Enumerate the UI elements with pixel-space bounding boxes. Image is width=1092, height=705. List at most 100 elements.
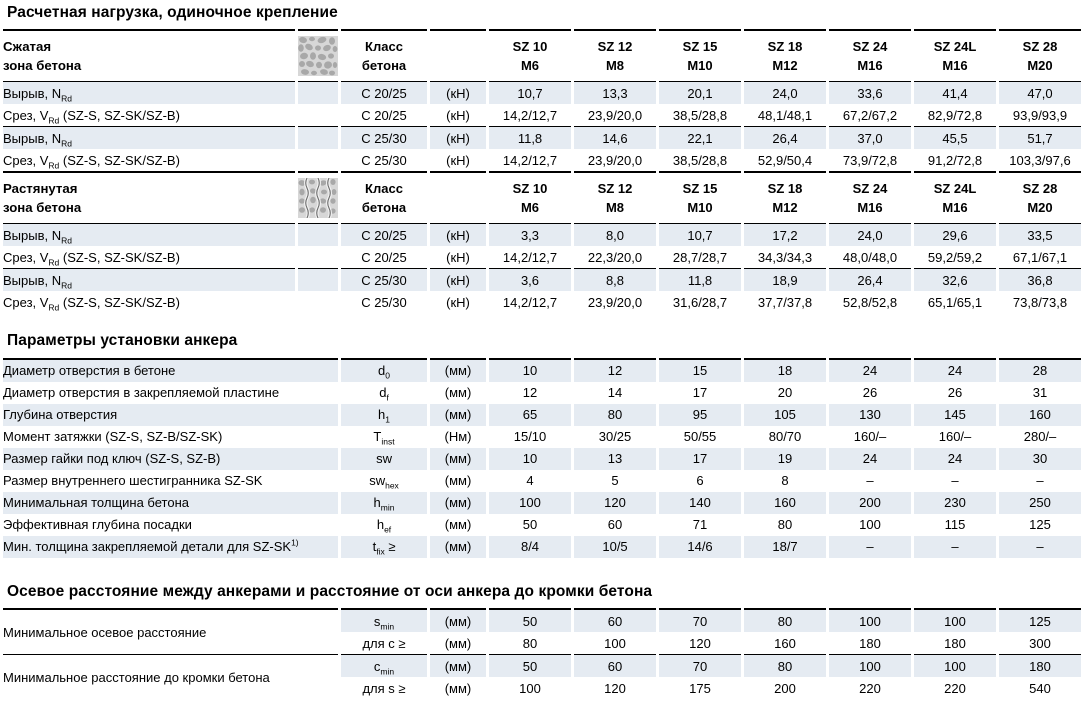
value-cell: 23,9/20,0 xyxy=(587,107,643,123)
value-cell: 71 xyxy=(692,517,708,533)
value-cell: 24,0 xyxy=(829,224,911,247)
section-title-load: Расчетная нагрузка, одиночное крепление xyxy=(7,4,338,21)
zone-label-line: Растянутая xyxy=(3,180,78,196)
install-table-body: Диаметр отверстия в бетоне d0 (мм) 10 12 15 18… xyxy=(3,357,1082,558)
value-cell: 120 xyxy=(689,635,711,651)
value-cell: 22,1 xyxy=(659,126,741,150)
value-cell: 540 xyxy=(1029,680,1051,696)
model-label: SZ 28 xyxy=(1022,180,1058,196)
value-cell: 160 xyxy=(744,491,827,514)
value-cell: 23,9/20,0 xyxy=(587,294,643,310)
row-label: Срез, VRd (SZ-S, SZ-SK/SZ-B) xyxy=(3,294,180,313)
thread-label: M20 xyxy=(1027,200,1053,216)
value-cell: 18/7 xyxy=(744,535,827,558)
symbol-cell: df xyxy=(379,385,389,403)
value-cell: 5 xyxy=(611,473,619,489)
unit-cell: (мм) xyxy=(430,447,487,470)
model-label: SZ 18 xyxy=(767,180,803,196)
unit-cell: (мм) xyxy=(430,608,486,633)
symbol-cell: cmin xyxy=(341,654,427,678)
value-cell: 14,2/12,7 xyxy=(502,249,558,265)
value-cell: 20 xyxy=(777,385,793,401)
table-row: Мин. толщина закрепляемой детали для SZ-… xyxy=(3,535,1082,558)
zone-header-row: Растянутая зона бетона Класс бетона SZ 10 M6 S… xyxy=(3,171,1081,225)
row-label: Диаметр отверстия в закрепляемой пластин… xyxy=(3,385,280,401)
value-cell: 50/55 xyxy=(683,429,717,445)
value-cell: – xyxy=(914,535,997,558)
section-title-install: Параметры установки анкера xyxy=(7,332,238,350)
value-cell: 60 xyxy=(574,608,656,633)
value-cell: 160 xyxy=(774,635,796,651)
value-cell: 280/– xyxy=(1023,429,1057,445)
load-table-body: Сжатая зона бетона Класс бетона SZ 10 M6 SZ 12… xyxy=(3,29,1081,313)
value-cell: 70 xyxy=(659,608,741,633)
value-cell: 130 xyxy=(829,403,912,426)
value-cell: 14,2/12,7 xyxy=(502,294,558,310)
unit-cell: (кН) xyxy=(446,152,470,168)
row-label: Срез, VRd (SZ-S, SZ-SK/SZ-B) xyxy=(3,152,180,171)
value-cell: 10/5 xyxy=(574,535,657,558)
value-cell: 59,2/59,2 xyxy=(927,249,983,265)
value-cell: 120 xyxy=(604,680,626,696)
symbol-cell: для s ≥ xyxy=(362,680,406,696)
column-header: SZ 18 M12 xyxy=(744,171,826,225)
class-header-line: Класс xyxy=(365,38,403,54)
unit-cell: (мм) xyxy=(430,357,487,382)
table-row: Срез, VRd (SZ-S, SZ-SK/SZ-B) C 25/30 (кН) 1… xyxy=(3,149,1081,171)
value-cell: 230 xyxy=(914,491,997,514)
unit-cell: (мм) xyxy=(444,517,472,533)
value-cell: 67,1/67,1 xyxy=(1012,249,1068,265)
model-label: SZ 15 xyxy=(682,180,718,196)
column-header: SZ 24L M16 xyxy=(914,171,996,225)
concrete-class-cell: C 20/25 xyxy=(361,107,407,123)
thread-label: M16 xyxy=(942,58,968,74)
value-cell: 11,8 xyxy=(489,126,571,150)
value-cell: 4 xyxy=(526,473,534,489)
value-cell: 65,1/65,1 xyxy=(927,294,983,310)
table-row: Минимальное осевое расстояние smin (мм) 50 6… xyxy=(3,608,1081,655)
value-cell: 220 xyxy=(944,680,966,696)
value-cell: 26,4 xyxy=(829,268,911,292)
model-label: SZ 10 xyxy=(512,38,548,54)
value-cell: 82,9/72,8 xyxy=(927,107,983,123)
value-cell: 50 xyxy=(489,654,571,678)
model-label: SZ 12 xyxy=(597,38,633,54)
value-cell: 48,0/48,0 xyxy=(842,249,898,265)
value-cell: 180 xyxy=(999,654,1081,678)
value-cell: 67,2/67,2 xyxy=(842,107,898,123)
thread-label: M12 xyxy=(772,58,798,74)
concrete-class-cell: C 25/30 xyxy=(341,126,427,150)
value-cell: 15 xyxy=(659,357,742,382)
value-cell: 14,2/12,7 xyxy=(502,152,558,168)
value-cell: 120 xyxy=(574,491,657,514)
icon-spacer-cell xyxy=(298,224,338,247)
value-cell: – xyxy=(829,535,912,558)
value-cell: 100 xyxy=(829,654,911,678)
class-header-cell: Класс бетона xyxy=(341,171,427,225)
row-label: Вырыв, NRd xyxy=(3,268,295,292)
column-header: SZ 12 M8 xyxy=(574,29,656,83)
model-label: SZ 18 xyxy=(767,38,803,54)
row-label: Размер гайки под ключ (SZ-S, SZ-B) xyxy=(3,447,339,470)
value-cell: 30 xyxy=(999,447,1082,470)
value-cell: 80 xyxy=(744,654,826,678)
table-row: Размер гайки под ключ (SZ-S, SZ-B) sw (мм)… xyxy=(3,447,1082,470)
zone-header-row: Сжатая зона бетона Класс бетона SZ 10 M6 SZ 12… xyxy=(3,29,1081,83)
value-cell: 80 xyxy=(522,635,538,651)
value-cell: 47,0 xyxy=(999,82,1081,105)
value-cell: 100 xyxy=(604,635,626,651)
value-cell: 22,3/20,0 xyxy=(587,249,643,265)
value-cell: 250 xyxy=(999,491,1082,514)
table-row: Вырыв, NRd C 25/30 (кН) 11,8 14,6 22,1 26,4 37,… xyxy=(3,126,1081,150)
value-cell: 80 xyxy=(744,608,826,633)
symbol-cell: swhex xyxy=(369,473,399,491)
value-cell: 8 xyxy=(781,473,789,489)
table-row: Глубина отверстия h1 (мм) 65 80 95 105 130 145 16… xyxy=(3,403,1082,426)
value-cell: 70 xyxy=(659,654,741,678)
value-cell: 100 xyxy=(519,680,541,696)
table-row: Вырыв, NRd C 20/25 (кН) 10,7 13,3 20,1 24,0 33,… xyxy=(3,82,1081,105)
value-cell: 48,1/48,1 xyxy=(757,107,813,123)
value-cell: 95 xyxy=(659,403,742,426)
unit-cell: (мм) xyxy=(430,654,486,678)
concrete-class-cell: C 25/30 xyxy=(361,152,407,168)
